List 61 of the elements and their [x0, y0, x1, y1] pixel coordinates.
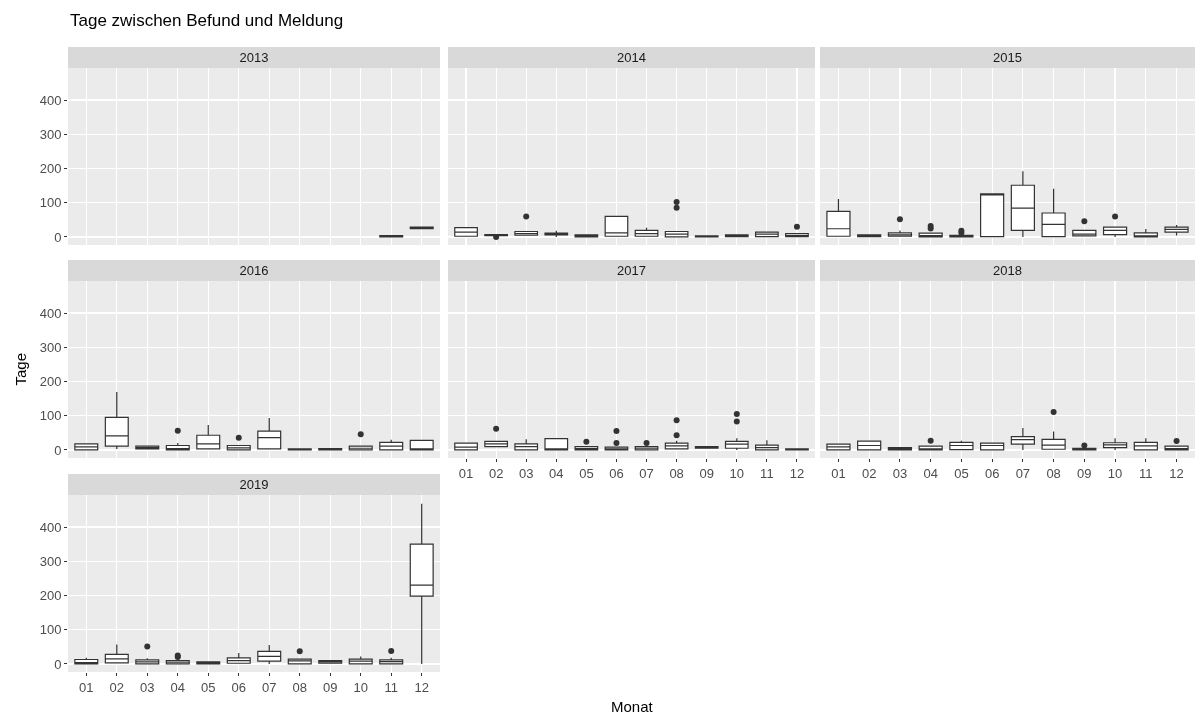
- y-tick-label: 200: [39, 161, 62, 177]
- x-tick-label: 10: [353, 679, 368, 695]
- y-tick-label: 400: [39, 305, 62, 321]
- x-tick-label: 02: [109, 679, 125, 695]
- x-tick-label: 07: [262, 679, 277, 695]
- x-tick-label: 03: [140, 679, 155, 695]
- x-tick-label: 04: [170, 679, 185, 695]
- chart-title: 2015: [993, 50, 1022, 66]
- x-tick-label: 12: [414, 679, 429, 695]
- x-tick-label: 06: [231, 679, 246, 695]
- y-tick-label: 300: [39, 339, 62, 355]
- x-tick-label: 09: [323, 679, 338, 695]
- x-tick-label: 12: [1169, 465, 1184, 481]
- chart-title: 2017: [617, 263, 646, 279]
- x-tick-label: 03: [518, 465, 534, 481]
- y-tick-label: 100: [39, 195, 62, 211]
- x-tick-label: 11: [760, 465, 774, 481]
- x-tick-label: 06: [984, 465, 1000, 481]
- chart-title: 2014: [617, 50, 646, 66]
- y-axis-title: Tage: [11, 352, 29, 386]
- y-tick-label: 200: [39, 374, 62, 390]
- x-tick-label: 11: [384, 679, 398, 695]
- x-tick-label: 08: [292, 679, 307, 695]
- x-axis-title: Monat: [611, 698, 654, 715]
- x-tick-label: 01: [458, 465, 474, 481]
- y-tick-label: 0: [54, 656, 62, 672]
- x-tick-label: 10: [729, 465, 745, 481]
- x-tick-label: 11: [1139, 465, 1153, 481]
- x-tick-label: 05: [579, 465, 594, 481]
- x-tick-label: 10: [1107, 465, 1123, 481]
- y-tick-label: 0: [54, 229, 62, 245]
- x-tick-label: 06: [609, 465, 624, 481]
- y-tick-label: 200: [39, 588, 62, 604]
- x-tick-label: 08: [669, 465, 684, 481]
- x-tick-label: 07: [1015, 465, 1031, 481]
- x-tick-label: 02: [861, 465, 877, 481]
- x-tick-label: 08: [1046, 465, 1061, 481]
- x-tick-label: 07: [639, 465, 654, 481]
- y-tick-label: 400: [39, 519, 62, 535]
- chart-title: 2018: [993, 263, 1022, 279]
- y-tick-label: 300: [39, 126, 62, 142]
- y-tick-label: 300: [39, 553, 62, 569]
- x-tick-label: 04: [923, 465, 938, 481]
- x-tick-label: 01: [831, 465, 846, 481]
- x-tick-label: 12: [789, 465, 805, 481]
- chart-title: 2013: [239, 50, 269, 66]
- y-tick-label: 100: [39, 408, 62, 424]
- x-tick-label: 05: [954, 465, 969, 481]
- x-tick-label: 01: [79, 679, 94, 695]
- text: Tage zwischen Befund und Meldung: [70, 11, 344, 30]
- chart-title: 2016: [239, 263, 269, 279]
- y-tick-label: 0: [54, 442, 62, 458]
- x-tick-label: 05: [201, 679, 216, 695]
- x-tick-label: 04: [549, 465, 564, 481]
- x-tick-label: 09: [699, 465, 714, 481]
- chart-title: 2019: [239, 477, 269, 493]
- x-tick-label: 02: [488, 465, 504, 481]
- x-tick-label: 09: [1077, 465, 1092, 481]
- x-tick-label: 03: [892, 465, 908, 481]
- y-tick-label: 100: [39, 622, 62, 638]
- y-tick-label: 400: [39, 92, 62, 108]
